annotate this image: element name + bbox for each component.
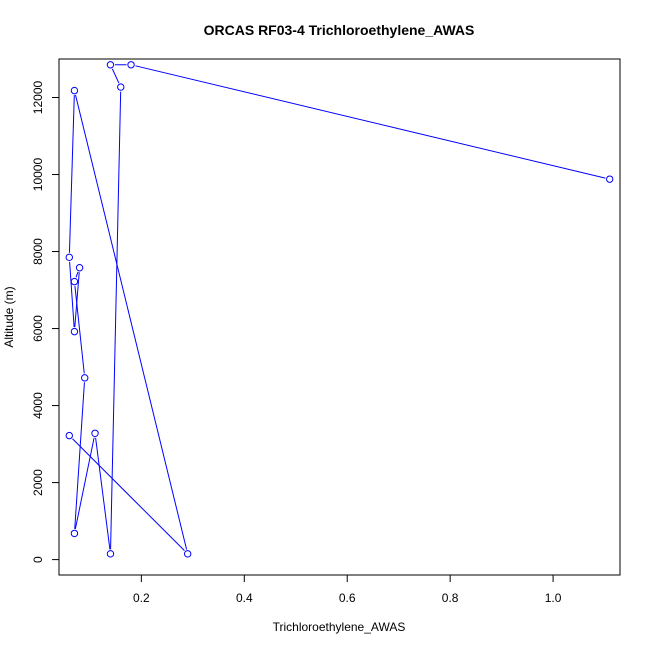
- data-point: [606, 175, 614, 183]
- y-tick-label: 0: [31, 556, 45, 563]
- series-line-segment: [135, 65, 606, 179]
- series-line-segment: [74, 272, 80, 328]
- y-tick-label: 12000: [31, 80, 45, 114]
- data-point: [127, 61, 135, 69]
- series-line-segment: [75, 94, 188, 550]
- data-point: [70, 86, 79, 95]
- data-point: [106, 61, 115, 69]
- data-point: [91, 429, 99, 437]
- series-line-segment: [69, 261, 75, 328]
- data-series: [65, 61, 614, 558]
- data-point: [70, 327, 79, 336]
- series-line-segment: [74, 382, 85, 529]
- series-line-segment: [110, 91, 122, 550]
- y-tick-label: 10000: [31, 158, 45, 192]
- series-line-segment: [72, 438, 185, 551]
- data-point: [183, 550, 192, 558]
- chart-title: ORCAS RF03-4 Trichloroethylene_AWAS: [204, 22, 475, 38]
- series-line-segment: [111, 68, 120, 84]
- x-tick-label: 1.0: [545, 591, 562, 605]
- y-tick-label: 8000: [31, 238, 45, 265]
- data-point: [70, 529, 79, 538]
- data-point: [65, 431, 73, 440]
- y-tick-label: 6000: [31, 315, 45, 342]
- y-axis: 0 2000 4000 6000 8000 10000 12000: [31, 80, 60, 563]
- x-axis-label: Trichloroethylene_AWAS: [273, 620, 406, 634]
- x-tick-label: 0.2: [133, 591, 150, 605]
- series-line-segment: [95, 437, 111, 550]
- series-line-segment: [68, 95, 75, 253]
- x-tick-label: 0.8: [442, 591, 459, 605]
- x-tick-label: 0.6: [339, 591, 356, 605]
- data-point: [81, 374, 89, 382]
- y-tick-label: 2000: [31, 469, 45, 496]
- series-line-segment: [74, 437, 95, 530]
- series-line-segment: [75, 271, 79, 278]
- y-axis-label: Altitude (m): [2, 286, 16, 347]
- y-tick-label: 4000: [31, 392, 45, 419]
- x-axis: 0.2 0.4 0.6 0.8 1.0: [133, 574, 562, 605]
- x-tick-label: 0.4: [236, 591, 253, 605]
- data-point: [70, 277, 79, 286]
- data-point: [65, 253, 73, 262]
- data-point: [75, 264, 84, 272]
- data-point: [106, 550, 115, 558]
- data-point: [117, 83, 125, 91]
